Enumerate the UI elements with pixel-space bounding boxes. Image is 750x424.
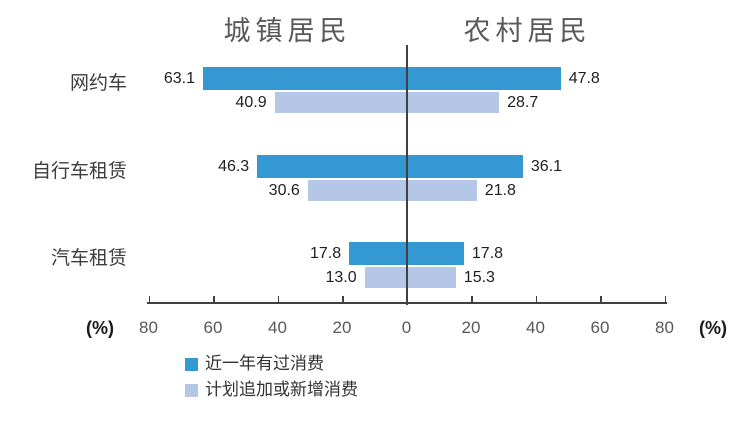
legend-item-planned-consumption: 计划追加或新增消费: [185, 377, 358, 403]
axis-unit-label-right: (%): [699, 318, 727, 338]
axis-tick-label-4: 0: [401, 318, 412, 337]
value-label-urban-cat0-series1: 40.9: [235, 93, 267, 111]
bar-rural-cat2-series1: [406, 267, 456, 288]
axis-tick-7: [600, 296, 602, 303]
value-label-urban-cat0-series0: 63.1: [163, 69, 195, 87]
category-label-1: 自行车租赁: [31, 161, 127, 182]
bar-urban-cat1-series0: [257, 155, 407, 178]
bar-urban-cat1-series1: [307, 180, 407, 201]
axis-tick-label-2: 40: [268, 318, 287, 337]
bar-urban-cat2-series1: [364, 267, 407, 288]
axis-tick-label-7: 60: [590, 318, 610, 337]
axis-tick-label-6: 40: [526, 318, 545, 337]
axis-tick-6: [535, 296, 537, 303]
value-label-rural-cat0-series1: 28.7: [507, 93, 539, 111]
value-label-urban-cat1-series1: 30.6: [268, 181, 300, 199]
legend-swatch-recent-consumption: [185, 357, 198, 371]
axis-tick-label-5: 20: [461, 318, 481, 337]
bar-rural-cat1-series1: [406, 180, 477, 201]
axis-tick-8: [664, 296, 666, 303]
axis-tick-0: [148, 296, 150, 303]
legend-item-recent-consumption: 近一年有过消费: [185, 351, 358, 377]
value-label-rural-cat1-series1: 21.8: [484, 181, 516, 199]
category-label-2: 汽车租赁: [50, 248, 127, 269]
value-label-rural-cat0-series0: 47.8: [568, 69, 600, 87]
bar-rural-cat2-series0: [406, 242, 464, 265]
bar-rural-cat0-series0: [406, 67, 561, 90]
axis-tick-label-0: 80: [139, 318, 158, 337]
value-label-rural-cat2-series1: 15.3: [463, 268, 495, 286]
panel-header-urban: 城镇居民: [223, 16, 352, 46]
category-label-0: 网约车: [69, 73, 127, 94]
axis-tick-label-1: 60: [203, 318, 223, 337]
legend-label-planned-consumption: 计划追加或新增消费: [205, 380, 358, 399]
axis-tick-2: [277, 296, 279, 303]
axis-tick-3: [342, 296, 344, 303]
zero-axis-line: [406, 45, 408, 305]
legend-swatch-planned-consumption: [185, 383, 198, 397]
bar-urban-cat0-series0: [203, 67, 407, 90]
bar-rural-cat1-series0: [406, 155, 523, 178]
value-label-rural-cat1-series0: 36.1: [530, 157, 563, 175]
bar-urban-cat2-series0: [349, 242, 407, 265]
chart-legend: 近一年有过消费 计划追加或新增消费: [185, 351, 358, 403]
panel-header-rural: 农村居民: [463, 16, 592, 46]
axis-tick-label-3: 20: [332, 318, 352, 337]
axis-tick-5: [471, 296, 473, 303]
axis-tick-1: [213, 296, 215, 303]
value-label-urban-cat2-series0: 17.8: [309, 244, 342, 262]
value-label-urban-cat2-series1: 13.0: [325, 268, 357, 286]
legend-label-recent-consumption: 近一年有过消费: [205, 354, 324, 373]
axis-tick-label-8: 80: [655, 318, 674, 337]
bar-rural-cat0-series1: [406, 92, 500, 113]
bar-urban-cat0-series1: [274, 92, 407, 113]
value-label-rural-cat2-series0: 17.8: [471, 244, 504, 262]
value-label-urban-cat1-series0: 46.3: [218, 157, 250, 175]
axis-unit-label-left: (%): [86, 318, 114, 338]
